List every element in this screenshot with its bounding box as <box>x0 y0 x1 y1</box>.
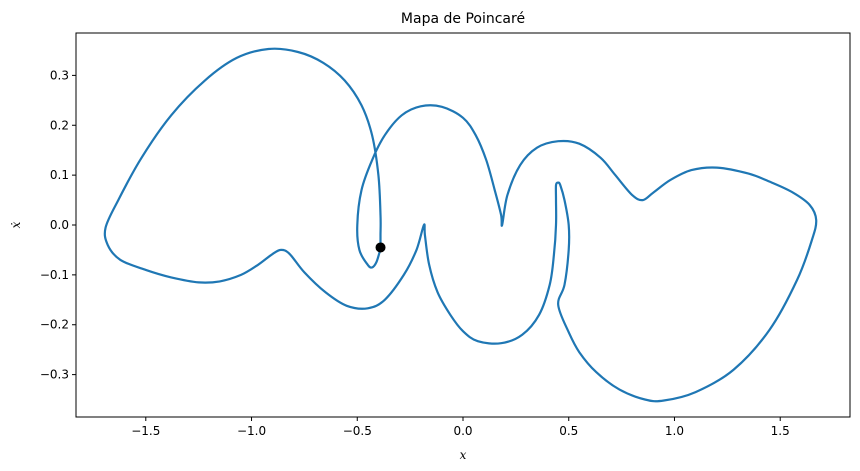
poincare-point-marker <box>375 242 386 253</box>
x-tick-label: −1.0 <box>237 424 266 438</box>
x-tick-label: 0.0 <box>453 424 472 438</box>
x-tick-label: −1.5 <box>131 424 160 438</box>
plot-area-frame <box>75 32 851 418</box>
x-axis: −1.5 −1.0 −0.5 0.0 0.5 1.0 1.5 <box>131 417 790 438</box>
x-tick-label: −0.5 <box>343 424 372 438</box>
chart-title: Mapa de Poincaré <box>401 11 525 27</box>
x-tick-label: 1.5 <box>771 424 790 438</box>
x-axis-title: x <box>460 448 467 462</box>
y-tick-label: −0.2 <box>40 318 69 332</box>
y-tick-label: 0.2 <box>50 118 69 132</box>
x-tick-label: 0.5 <box>559 424 578 438</box>
y-tick-label: 0.3 <box>50 68 69 82</box>
y-tick-label: −0.1 <box>40 268 69 282</box>
trajectory-line <box>103 47 818 403</box>
y-tick-label: 0.1 <box>50 168 69 182</box>
y-tick-label: 0.0 <box>50 218 69 232</box>
y-axis-title: ẋ <box>9 221 23 228</box>
y-axis: 0.3 0.2 0.1 0.0 −0.1 −0.2 −0.3 <box>40 68 76 382</box>
x-tick-label: 1.0 <box>665 424 684 438</box>
series-layer <box>103 47 818 403</box>
y-tick-label: −0.3 <box>40 368 69 382</box>
